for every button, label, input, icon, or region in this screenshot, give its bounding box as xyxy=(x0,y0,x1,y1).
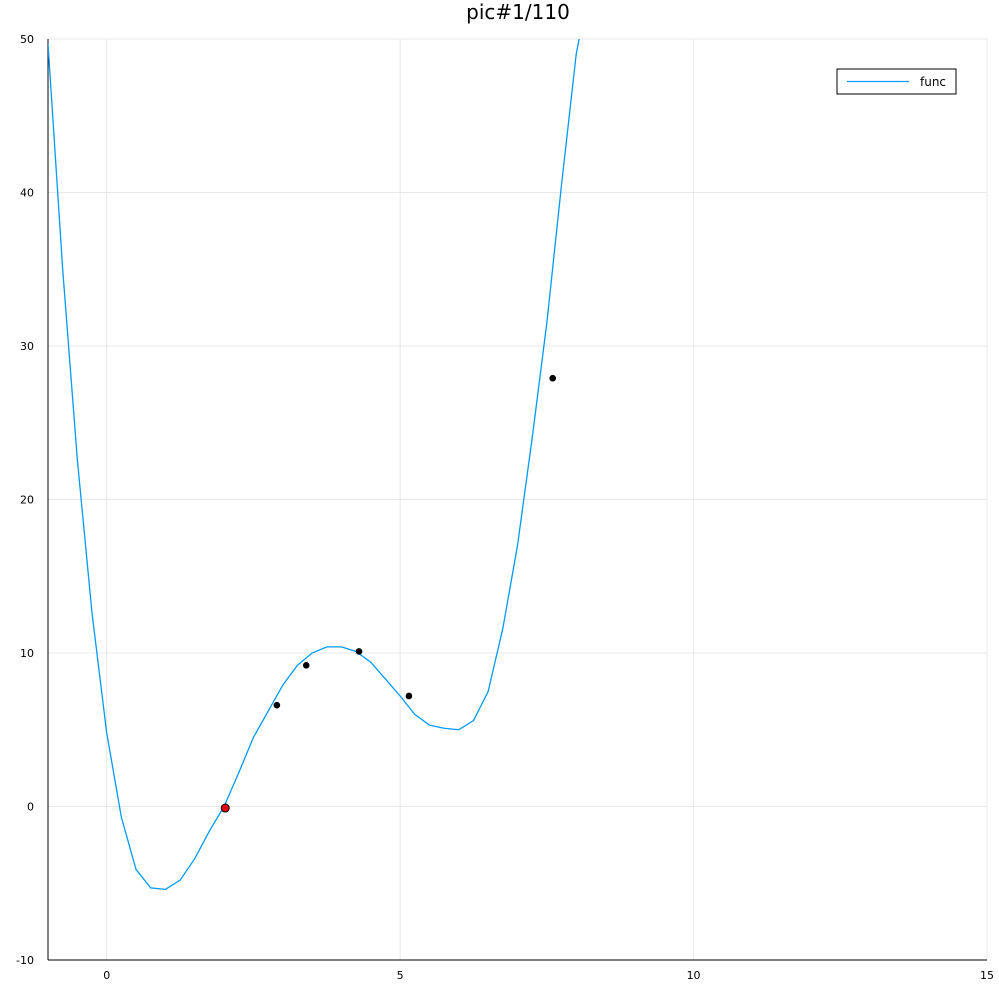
x-tick-label: 15 xyxy=(980,969,994,982)
points-layer xyxy=(220,374,557,813)
data-point xyxy=(549,374,557,382)
data-point xyxy=(405,692,413,700)
series-line-func xyxy=(48,39,580,891)
highlight-point xyxy=(220,803,230,813)
x-tick-label: 10 xyxy=(687,969,701,982)
grid-layer xyxy=(48,38,988,961)
series-layer xyxy=(48,39,580,891)
ticks-layer: 0 5 10 15 -10 0 10 20 30 40 50 xyxy=(16,33,994,982)
y-tick-label: -10 xyxy=(16,954,34,967)
y-tick-label: 10 xyxy=(20,647,34,660)
y-tick-label: 40 xyxy=(20,187,34,200)
data-point xyxy=(355,648,363,655)
x-tick-label: 5 xyxy=(397,969,404,982)
y-tick-label: 30 xyxy=(20,340,34,353)
axes-layer xyxy=(47,39,987,961)
data-point xyxy=(273,701,281,709)
y-tick-label: 0 xyxy=(27,801,34,814)
y-tick-label: 20 xyxy=(20,494,34,507)
legend: func xyxy=(836,68,957,95)
chart-title: pic#1/110 xyxy=(466,0,570,24)
data-point xyxy=(302,661,310,669)
y-tick-label: 50 xyxy=(20,33,34,46)
x-tick-label: 0 xyxy=(103,969,110,982)
legend-label-func: func xyxy=(920,75,946,89)
